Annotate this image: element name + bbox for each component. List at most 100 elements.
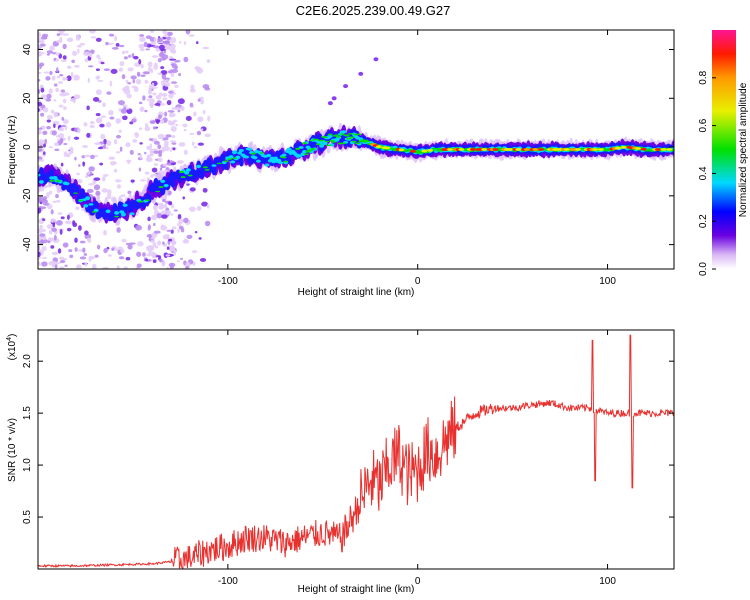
spectrogram-ridge-cell [78, 199, 84, 202]
spectrogram-ridge-cell [73, 192, 79, 194]
spectrogram-noise-cell [129, 149, 134, 155]
colorbar-tick-label: 0.4 [698, 166, 709, 180]
spectrogram-noise-cell [180, 227, 185, 233]
spectrogram-noise-cell [189, 102, 194, 107]
spectrogram-noise-cell [69, 146, 74, 152]
spectrogram-noise-cell [158, 44, 165, 51]
spectrogram-noise-cell [116, 265, 120, 269]
spectrogram-noise-cell [79, 42, 86, 46]
spectrogram-noise-cell [149, 102, 153, 106]
spectrogram-harmonic-cell [373, 57, 379, 62]
spectrogram-ridge-cell [252, 156, 258, 160]
spectrogram-noise-cell [79, 240, 86, 244]
spectrogram-noise-cell [204, 87, 211, 91]
spectrogram-ridge-cell [38, 173, 41, 177]
spectrogram-ridge-cell [155, 190, 161, 193]
spectrogram-noise-cell [148, 95, 153, 99]
spectrogram-noise-cell [207, 115, 211, 122]
spectrogram-noise-cell [119, 61, 125, 67]
spectrogram-noise-cell [53, 57, 57, 61]
spectrogram-noise-cell [138, 43, 145, 49]
spectrogram-noise-cell [143, 41, 148, 48]
spectrogram-noise-cell [64, 220, 72, 225]
spectrogram-noise-cell [155, 119, 161, 123]
spectrogram-ridge-cell [255, 159, 261, 163]
spectrogram-noise-cell [55, 200, 61, 203]
spectrogram-noise-cell [177, 109, 181, 113]
snr-scale-factor: (x104) [6, 334, 18, 361]
spectrogram-noise-cell [46, 126, 51, 130]
spectrogram-noise-cell [155, 94, 162, 100]
spectrogram-noise-cell [183, 217, 189, 223]
spectrogram-ridge-cell [226, 158, 232, 160]
spectrogram-noise-cell [50, 109, 55, 114]
spectrogram-noise-cell [139, 48, 145, 52]
spectrogram-noise-cell [182, 196, 186, 200]
spectrogram-noise-cell [126, 107, 130, 110]
spectrogram-noise-cell [58, 266, 65, 269]
spectrogram-noise-cell [127, 82, 132, 85]
spectrogram-noise-cell [50, 209, 54, 215]
colorbar-axes: 0.0 0.2 0.4 0.6 0.8 [698, 70, 716, 276]
spectrogram-noise-cell [161, 54, 169, 60]
spectrogram-ridge-cell [314, 138, 320, 141]
spectrogram-noise-cell [169, 47, 176, 53]
spectrogram-noise-cell [74, 247, 78, 252]
spectrogram-noise-cell [108, 110, 114, 116]
spectrogram-noise-cell [177, 228, 180, 233]
spectrogram-ridge-cell [211, 164, 217, 167]
spectrogram-noise-cell [146, 98, 151, 102]
spectrogram-noise-cell [148, 98, 155, 104]
spectrogram-ridge-cell [327, 133, 333, 136]
spectrogram-noise-cell [70, 71, 74, 78]
spectrogram-noise-cell [69, 254, 74, 259]
spectrogram-core-cell [515, 148, 522, 151]
spectrogram-noise-cell [105, 146, 109, 150]
spectrogram-noise-cell [133, 55, 139, 60]
spectrogram-noise-cell [177, 222, 182, 227]
spectrogram-noise-cell [175, 123, 179, 127]
spectrogram-core-cell [666, 148, 673, 151]
spectrogram-noise-cell [180, 105, 185, 112]
spectrogram-noise-cell [165, 79, 170, 82]
spectrogram-noise-cell [107, 189, 112, 195]
spectrogram-ridge-cell [204, 169, 210, 171]
spectrogram-noise-cell [60, 216, 65, 220]
spectrogram-noise-cell [137, 71, 141, 77]
spectrogram-noise-cell [39, 224, 43, 230]
spectrogram-noise-cell [84, 230, 89, 236]
spectrogram-noise-cell [57, 212, 63, 215]
spectrogram-noise-cell [88, 183, 95, 186]
spectrogram-noise-cell [138, 127, 143, 130]
spectrogram-noise-cell [99, 162, 104, 166]
colorbar-tick-label: 0.0 [698, 262, 709, 276]
spectrogram-noise-cell [163, 141, 169, 148]
spectrogram-x-tick-label: 100 [599, 276, 616, 287]
spectrogram-image [38, 30, 674, 269]
spectrogram-ridge-cell [336, 136, 342, 138]
spectrogram-ridge-cell [298, 146, 304, 149]
spectrogram-ridge-cell [163, 183, 169, 188]
spectrogram-noise-cell [106, 91, 112, 95]
spectrogram-noise-cell [157, 240, 162, 246]
spectrogram-noise-cell [87, 77, 91, 84]
spectrogram-noise-cell [120, 194, 126, 198]
spectrogram-noise-cell [120, 108, 127, 114]
spectrogram-noise-cell [56, 33, 61, 37]
spectrogram-noise-cell [74, 64, 80, 68]
spectrogram-noise-cell [38, 139, 45, 146]
spectrogram-noise-cell [172, 147, 176, 151]
spectrogram-noise-cell [194, 230, 198, 234]
spectrogram-noise-cell [45, 76, 51, 81]
spectrogram-noise-cell [127, 67, 134, 72]
spectrogram-noise-cell [170, 44, 176, 49]
spectrogram-noise-cell [164, 77, 171, 81]
spectrogram-ridge-cell [363, 139, 369, 142]
spectrogram-noise-cell [102, 102, 106, 108]
spectrogram-core-cell [634, 147, 641, 150]
spectrogram-noise-cell [62, 98, 67, 104]
spectrogram-noise-cell [174, 65, 178, 70]
spectrogram-noise-cell [136, 263, 142, 268]
spectrogram-noise-cell [147, 67, 152, 73]
spectrogram-noise-cell [78, 225, 82, 231]
